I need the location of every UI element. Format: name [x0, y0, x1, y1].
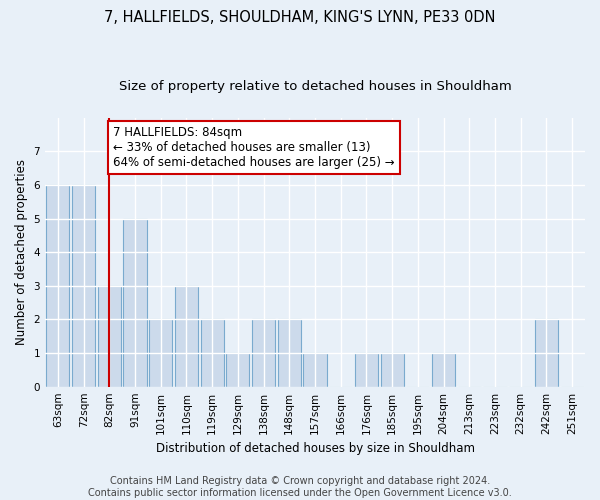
Bar: [432, 353, 455, 386]
Bar: [46, 185, 70, 386]
Bar: [355, 353, 378, 386]
Text: 7 HALLFIELDS: 84sqm
← 33% of detached houses are smaller (13)
64% of semi-detach: 7 HALLFIELDS: 84sqm ← 33% of detached ho…: [113, 126, 395, 169]
Bar: [72, 185, 95, 386]
Bar: [380, 353, 404, 386]
Bar: [200, 320, 224, 386]
Bar: [226, 353, 250, 386]
Text: 7, HALLFIELDS, SHOULDHAM, KING'S LYNN, PE33 0DN: 7, HALLFIELDS, SHOULDHAM, KING'S LYNN, P…: [104, 10, 496, 25]
Bar: [175, 286, 198, 386]
Bar: [98, 286, 121, 386]
Bar: [252, 320, 275, 386]
Bar: [278, 320, 301, 386]
X-axis label: Distribution of detached houses by size in Shouldham: Distribution of detached houses by size …: [155, 442, 475, 455]
Bar: [124, 218, 146, 386]
Text: Contains HM Land Registry data © Crown copyright and database right 2024.
Contai: Contains HM Land Registry data © Crown c…: [88, 476, 512, 498]
Title: Size of property relative to detached houses in Shouldham: Size of property relative to detached ho…: [119, 80, 511, 93]
Bar: [304, 353, 326, 386]
Bar: [535, 320, 558, 386]
Bar: [149, 320, 172, 386]
Y-axis label: Number of detached properties: Number of detached properties: [15, 159, 28, 345]
